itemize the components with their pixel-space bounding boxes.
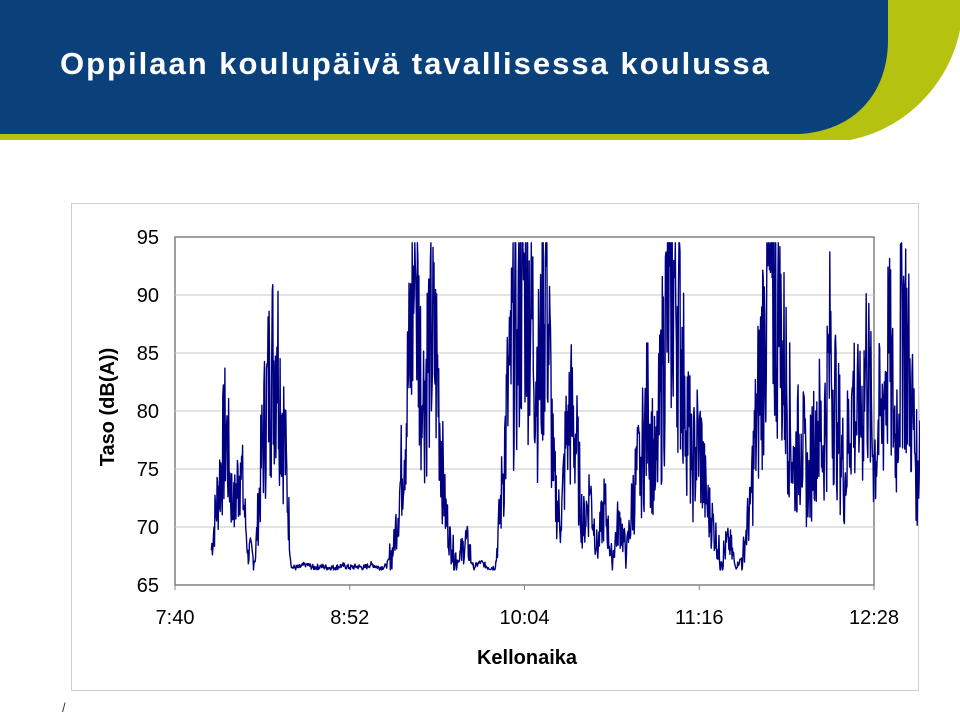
series-line: [210, 242, 920, 571]
chart-frame: 95 90 85 80 75 70 65 7:40 8:52 10:04 11:16 12:28 Kel…: [71, 203, 920, 691]
x-tick-label: 11:16: [675, 607, 724, 629]
y-tick-label: 75: [137, 459, 159, 481]
y-tick-label: 85: [137, 343, 159, 365]
x-tick-label: 8:52: [330, 607, 369, 629]
y-tick-label: 95: [137, 227, 159, 249]
header-banner: Oppilaan koulupäivä tavallisessa kouluss…: [0, 0, 960, 140]
y-tick-label: 90: [137, 285, 159, 307]
y-tick-label: 65: [137, 575, 159, 597]
y-tick-label: 70: [137, 517, 159, 539]
x-tick-label: 12:28: [849, 607, 899, 629]
page-title: Oppilaan koulupäivä tavallisessa kouluss…: [60, 46, 771, 81]
noise-level-chart: 95 90 85 80 75 70 65 7:40 8:52 10:04 11:16 12:28 Kel…: [97, 227, 920, 669]
x-axis-label: Kellonaika: [477, 647, 578, 669]
header-band-shape: [0, 0, 888, 134]
y-tick-label: 80: [137, 401, 159, 423]
header-background: [0, 0, 960, 140]
footer-mark: /: [62, 700, 66, 715]
x-tick-label: 10:04: [499, 607, 549, 629]
y-axis-label: Taso (dB(A)): [97, 348, 119, 467]
x-tick-label: 7:40: [156, 607, 195, 629]
